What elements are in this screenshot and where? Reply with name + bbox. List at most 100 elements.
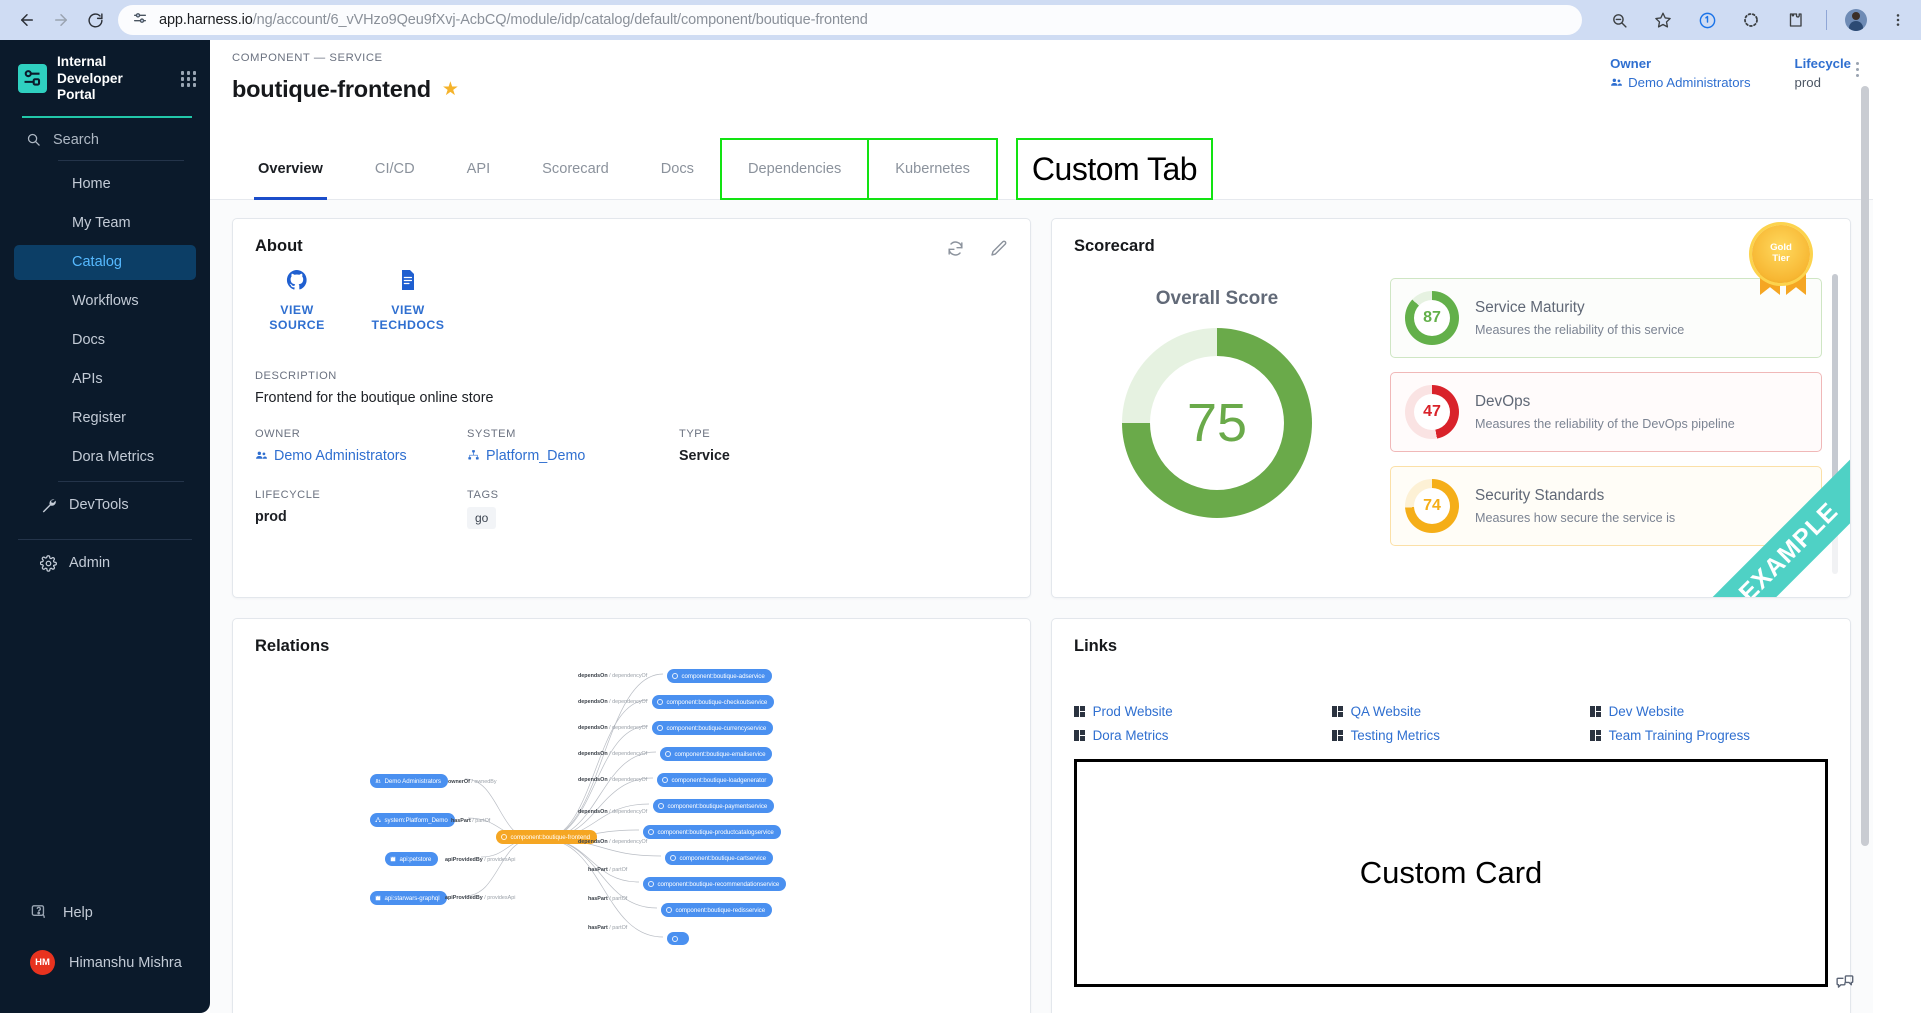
relation-node-paymentservice[interactable]: component:boutique-paymentservice xyxy=(653,799,775,813)
view-techdocs-link[interactable]: VIEW TECHDOCS xyxy=(366,268,450,334)
tab-api[interactable]: API xyxy=(466,161,491,177)
relation-node-demo-administrators[interactable]: Demo Administrators xyxy=(370,774,448,788)
entity-more-menu-icon[interactable] xyxy=(1856,62,1859,77)
favorite-star-icon[interactable]: ★ xyxy=(441,79,459,100)
sidebar-item-label: DevTools xyxy=(69,497,129,514)
overall-score-label: Overall Score xyxy=(1155,288,1279,309)
sidebar-item-my-team[interactable]: My Team xyxy=(14,206,196,241)
scorecard-item-service-maturity[interactable]: 87 Service Maturity Measures the reliabi… xyxy=(1390,278,1822,358)
tab-kubernetes[interactable]: Kubernetes xyxy=(869,138,998,200)
sidebar-item-workflows[interactable]: Workflows xyxy=(14,284,196,319)
about-owner: OWNER Demo Administrators xyxy=(255,428,467,468)
header-lifecycle-label: Lifecycle xyxy=(1794,56,1851,71)
tag-chip[interactable]: go xyxy=(467,507,497,530)
relation-node-api-starwars-graphql[interactable]: api:starwars-graphql xyxy=(370,891,447,905)
back-button[interactable] xyxy=(10,3,44,37)
relations-graph[interactable]: Demo Administrators system:Platform_Demo… xyxy=(233,661,1030,1013)
tab-dependencies[interactable]: Dependencies xyxy=(719,138,870,200)
link-testing-metrics[interactable]: Testing Metrics xyxy=(1332,728,1590,743)
relation-node-redisservice[interactable]: component:boutique-redisservice xyxy=(661,903,773,917)
link-qa-website[interactable]: QA Website xyxy=(1332,704,1590,719)
zoom-out-icon[interactable] xyxy=(1606,7,1632,33)
dashboard-squares-icon xyxy=(1332,706,1343,717)
toolbar-divider xyxy=(1826,10,1827,30)
link-dev-website[interactable]: Dev Website xyxy=(1590,704,1828,719)
page-scrollbar[interactable] xyxy=(1861,86,1869,886)
view-source-link[interactable]: VIEW SOURCE xyxy=(255,268,339,334)
sidebar-item-register[interactable]: Register xyxy=(14,401,196,436)
brand-title: Internal Developer Portal xyxy=(57,54,123,103)
relation-node-system-platform-demo[interactable]: system:Platform_Demo xyxy=(370,813,455,827)
relation-node-checkoutservice[interactable]: component:boutique-checkoutservice xyxy=(652,695,775,709)
tab-custom[interactable]: Custom Tab xyxy=(1015,138,1214,200)
sidebar-item-help[interactable]: Help xyxy=(0,889,210,936)
scorecard-item-security-standards[interactable]: 74 Security Standards Measures how secur… xyxy=(1390,466,1822,546)
relation-node-root[interactable]: component:boutique-frontend xyxy=(496,830,597,844)
tab-cicd[interactable]: CI/CD xyxy=(374,161,415,177)
pencil-edit-icon[interactable] xyxy=(989,239,1008,263)
address-bar[interactable]: app.harness.io/ng/account/6_vVHzo9Qeu9fX… xyxy=(118,5,1582,35)
link-label: Dev Website xyxy=(1608,704,1685,719)
relation-node-adservice[interactable]: component:boutique-adservice xyxy=(667,669,772,683)
scorecard-item-name: Service Maturity xyxy=(1475,299,1585,316)
profile-avatar-icon[interactable] xyxy=(1845,9,1867,31)
refresh-icon[interactable] xyxy=(946,239,965,263)
chat-bubble-icon[interactable] xyxy=(1833,970,1855,997)
about-system-text: Platform_Demo xyxy=(486,447,586,464)
relation-edge-label: apiProvidedBy / providesApi xyxy=(445,895,516,901)
about-lifecycle-value: prod xyxy=(255,509,287,526)
extensions-puzzle-icon[interactable] xyxy=(1782,7,1808,33)
sidebar-divider-3 xyxy=(18,538,192,540)
sidebar-item-apis[interactable]: APIs xyxy=(14,362,196,397)
tab-scorecard[interactable]: Scorecard xyxy=(542,161,609,177)
loading-extension-icon[interactable] xyxy=(1738,7,1764,33)
about-card: About VIEW SOURCE xyxy=(232,218,1031,598)
relation-node-currencyservice[interactable]: component:boutique-currencyservice xyxy=(652,721,774,735)
tab-docs[interactable]: Docs xyxy=(660,161,694,177)
relation-node-partial[interactable] xyxy=(667,932,689,945)
about-owner-text: Demo Administrators xyxy=(274,447,407,464)
header-owner-value[interactable]: Demo Administrators xyxy=(1610,75,1751,90)
sidebar-item-dora-metrics[interactable]: Dora Metrics xyxy=(14,440,196,475)
site-settings-icon[interactable] xyxy=(132,10,148,31)
tab-overview[interactable]: Overview xyxy=(232,138,349,200)
component-dot-icon xyxy=(672,935,678,942)
sidebar-item-admin[interactable]: Admin xyxy=(14,546,196,581)
brand[interactable]: Internal Developer Portal xyxy=(0,40,210,104)
relation-node-api-petstore[interactable]: api:petstore xyxy=(385,852,439,866)
sidebar-item-devtools[interactable]: DevTools xyxy=(14,488,196,523)
sidebar-item-docs[interactable]: Docs xyxy=(14,323,196,358)
scorecard-scrollbar[interactable] xyxy=(1832,274,1838,574)
relation-node-productcatalogservice[interactable]: component:boutique-productcatalogservice xyxy=(643,825,781,839)
relation-node-cartservice[interactable]: component:boutique-cartservice xyxy=(665,851,774,865)
relation-edge-label: dependsOn / dependencyOf xyxy=(578,809,648,815)
link-dora-metrics[interactable]: Dora Metrics xyxy=(1074,728,1332,743)
bookmark-star-icon[interactable] xyxy=(1650,7,1676,33)
about-system: SYSTEM Platform_Demo xyxy=(467,428,679,468)
1password-extension-icon[interactable] xyxy=(1694,7,1720,33)
chrome-menu-icon[interactable] xyxy=(1885,7,1911,33)
sidebar-item-home[interactable]: Home xyxy=(14,167,196,202)
scorecard-item-devops[interactable]: 47 DevOps Measures the reliability of th… xyxy=(1390,372,1822,452)
relation-node-loadgenerator[interactable]: component:boutique-loadgenerator xyxy=(657,773,774,787)
forward-button[interactable] xyxy=(44,3,78,37)
sidebar-user[interactable]: HM Himanshu Mishra xyxy=(0,936,210,989)
reload-button[interactable] xyxy=(78,3,112,37)
relation-edge-label: dependsOn / dependencyOf xyxy=(578,751,648,757)
about-owner-value[interactable]: Demo Administrators xyxy=(255,448,407,464)
sidebar-search[interactable]: Search xyxy=(0,118,210,156)
link-prod-website[interactable]: Prod Website xyxy=(1074,704,1332,719)
about-system-value[interactable]: Platform_Demo xyxy=(467,448,585,464)
relation-node-emailservice[interactable]: component:boutique-emailservice xyxy=(660,747,773,761)
app-grid-icon[interactable] xyxy=(180,71,196,87)
relation-edge-label: hasPart / partOf xyxy=(451,818,491,824)
forward-arrow-icon xyxy=(55,14,67,26)
link-label: Prod Website xyxy=(1092,704,1173,719)
dashboard-squares-icon xyxy=(1332,730,1343,741)
about-description-label: DESCRIPTION xyxy=(255,369,337,382)
sidebar-item-catalog[interactable]: Catalog xyxy=(14,244,196,280)
browser-toolbar-icons xyxy=(1592,7,1911,33)
relation-node-recommendationservice[interactable]: component:boutique-recommendationservice xyxy=(643,877,787,891)
about-description-value: Frontend for the boutique online store xyxy=(255,389,494,406)
link-team-training-progress[interactable]: Team Training Progress xyxy=(1590,728,1828,743)
